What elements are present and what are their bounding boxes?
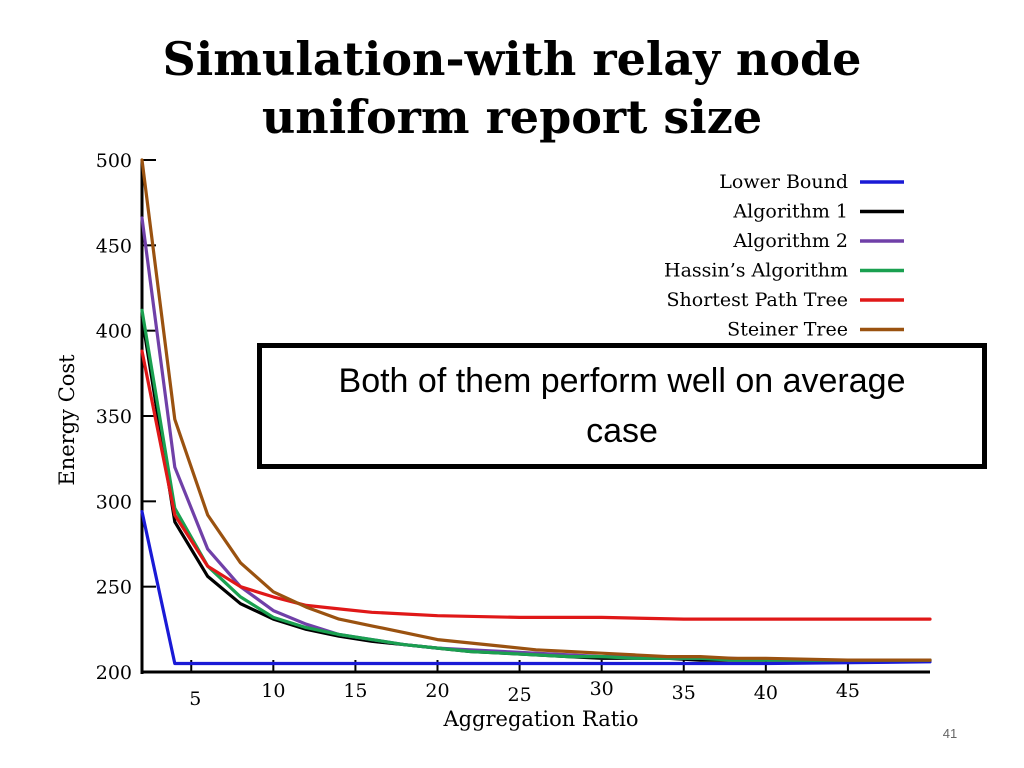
legend-label-2: Algorithm 1	[732, 201, 848, 223]
y-tick-label: 200	[96, 662, 132, 684]
legend-label-3: Algorithm 2	[732, 230, 848, 252]
y-axis-label: Energy Cost	[55, 354, 79, 486]
y-tick-label: 400	[96, 321, 132, 343]
page-number: 41	[942, 726, 958, 741]
legend-label-6: Steiner Tree	[727, 319, 848, 341]
slide-title-line-2: uniform report size	[261, 90, 763, 144]
callout-text: Both of them perform well on average cas…	[338, 362, 906, 450]
callout-box: Both of them perform well on average cas…	[257, 343, 987, 469]
legend-label-1: Lower Bound	[719, 171, 848, 193]
x-tick-label: 20	[425, 680, 449, 702]
series-line-4	[140, 308, 932, 662]
series-line-6	[140, 158, 932, 662]
x-tick-label: 25	[507, 684, 531, 706]
legend-label-5: Shortest Path Tree	[667, 289, 849, 311]
y-tick-label: 250	[96, 577, 132, 599]
chart-legend: Lower Bound Algorithm 1 Algorithm 2 Hassin’…	[664, 171, 904, 341]
x-tick-label: 5	[189, 688, 201, 710]
x-tick-label: 10	[261, 680, 285, 702]
x-tick-label: 15	[343, 680, 367, 702]
y-tick-label: 500	[96, 150, 132, 172]
slide-title-line-1: Simulation-with relay node	[162, 32, 862, 86]
y-tick-label: 300	[96, 491, 132, 513]
slide-title: Simulation-with relay node uniform repor…	[0, 30, 1024, 146]
x-tick-label: 45	[836, 680, 860, 702]
legend-label-4: Hassin’s Algorithm	[664, 260, 848, 282]
x-axis-label: Aggregation Ratio	[442, 707, 638, 731]
y-tick-label: 450	[96, 235, 132, 257]
x-tick-label: 40	[754, 682, 778, 704]
chart-series	[140, 158, 932, 666]
series-line-5	[140, 349, 932, 621]
y-tick-label: 350	[96, 406, 132, 428]
series-line-1	[140, 510, 932, 666]
x-tick-label: 35	[672, 682, 696, 704]
x-tick-label: 30	[590, 678, 614, 700]
chart-axes: 200 250 300 350 400 450 500 5 10 15 20 25 30 35 40 45	[96, 150, 930, 710]
